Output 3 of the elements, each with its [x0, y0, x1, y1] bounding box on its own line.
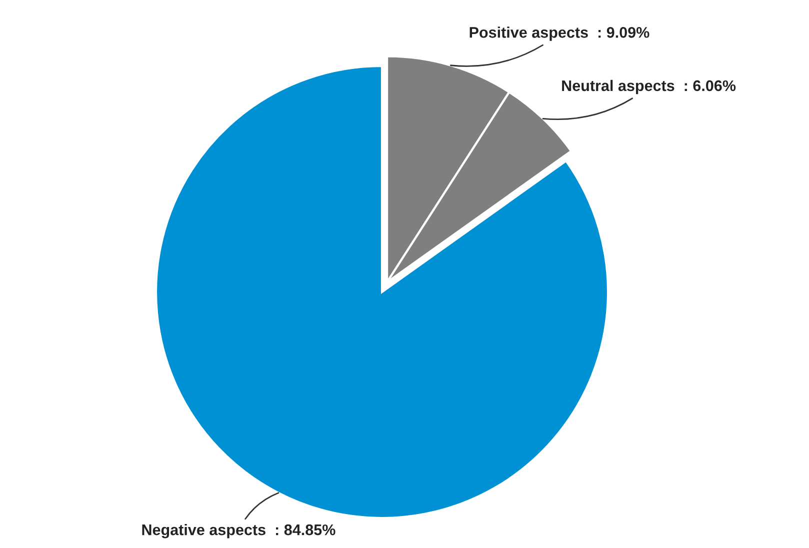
slice-label: Neutral aspects : 6.06% — [562, 80, 736, 94]
slice-label: Positive aspects : 9.09% — [470, 26, 650, 41]
slice-label: Negative aspects : 84.85% — [142, 524, 336, 538]
